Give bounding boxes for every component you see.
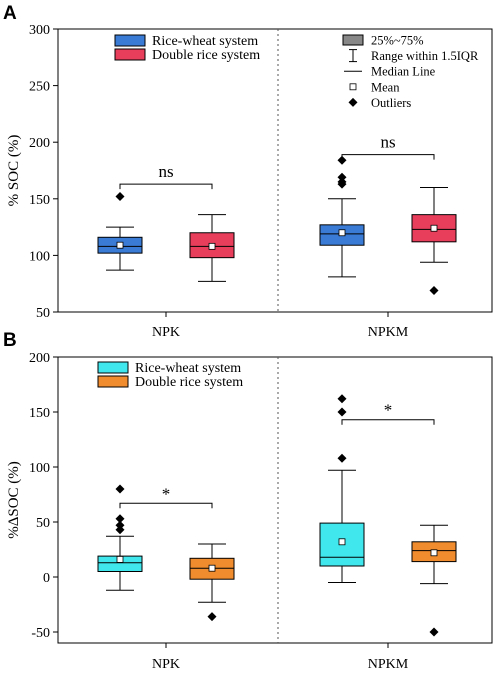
y-tick-label: 300 xyxy=(29,23,50,38)
mean-marker xyxy=(116,556,124,563)
outlier-marker xyxy=(115,192,125,202)
key-item-line: Median Line xyxy=(344,65,436,79)
outlier-marker xyxy=(337,172,347,182)
y-tick-label: 200 xyxy=(29,136,50,151)
panel-B: B -50 0 50 100 150 200 %ΔSOC (%) NPK NPKM * * Rice-w… xyxy=(3,330,493,672)
box-NPKM-series-2 xyxy=(411,186,457,295)
y-tick-label: 150 xyxy=(29,406,50,421)
significance-label: * xyxy=(384,401,393,420)
mean-marker xyxy=(430,549,438,557)
outlier-marker xyxy=(337,407,347,417)
significance-label: ns xyxy=(158,162,173,181)
outlier-marker xyxy=(115,520,125,530)
legend-swatch xyxy=(97,375,129,388)
significance-bracket xyxy=(341,154,435,160)
key-outlier-symbol xyxy=(348,97,358,107)
mean-marker xyxy=(208,564,216,572)
y-tick-label: -50 xyxy=(31,626,50,641)
y-tick-label: 150 xyxy=(29,193,50,208)
legend-label: Rice-wheat system xyxy=(135,361,241,376)
legend-label: Double rice system xyxy=(152,48,260,63)
y-axis-label: % SOC (%) xyxy=(6,135,22,207)
plot-frame xyxy=(57,356,493,644)
significance-bracket xyxy=(119,502,213,509)
mean-marker xyxy=(208,242,216,250)
outlier-marker xyxy=(337,177,347,187)
category-label: NPK xyxy=(152,657,180,672)
key-mean-symbol xyxy=(349,83,357,91)
outlier-marker xyxy=(115,484,125,494)
key-box-symbol xyxy=(342,34,364,46)
outlier-marker xyxy=(115,514,125,524)
y-tick-label: 0 xyxy=(43,571,50,586)
mean-marker xyxy=(116,241,124,249)
box-NPK-series-2 xyxy=(189,543,235,622)
key-item-square: Mean xyxy=(349,80,400,94)
key-item-box: 25%~75% xyxy=(342,34,424,48)
significance-label: * xyxy=(162,484,171,503)
box-NPK-series-1 xyxy=(97,192,143,271)
box-NPKM-series-2 xyxy=(411,524,457,637)
panel-A: A 50 100 150 200 250 300 % SOC (%) NPK NPKM ns ns Ri… xyxy=(3,3,493,340)
significance-bracket xyxy=(119,183,213,190)
key-item-diamond: Outliers xyxy=(348,96,411,110)
y-tick-label: 250 xyxy=(29,80,50,95)
key-label: 25%~75% xyxy=(371,34,424,48)
outlier-marker xyxy=(337,453,347,463)
significance-bracket xyxy=(341,419,435,425)
y-tick-label: 50 xyxy=(36,516,50,531)
mean-marker xyxy=(338,538,346,546)
outlier-marker xyxy=(207,612,217,622)
outlier-marker xyxy=(337,394,347,404)
legend-swatch xyxy=(97,361,129,374)
y-tick-label: 50 xyxy=(36,306,50,321)
panel-label: B xyxy=(3,330,17,351)
key-item-whisker: Range within 1.5IQR xyxy=(349,49,479,63)
plot-frame xyxy=(57,28,493,313)
y-axis-label: %ΔSOC (%) xyxy=(6,461,22,539)
category-label: NPKM xyxy=(368,657,409,672)
key-label: Outliers xyxy=(371,96,411,110)
box-NPK-series-2 xyxy=(189,214,235,282)
outlier-marker xyxy=(429,627,439,637)
y-tick-label: 100 xyxy=(29,461,50,476)
mean-marker xyxy=(338,229,346,237)
box-NPKM-series-1 xyxy=(319,155,365,278)
category-label: NPK xyxy=(152,325,180,340)
key-label: Median Line xyxy=(371,65,436,79)
box-NPK-series-1 xyxy=(97,484,143,591)
outlier-marker xyxy=(429,285,439,295)
key-label: Mean xyxy=(371,80,400,94)
y-tick-label: 100 xyxy=(29,249,50,264)
box-NPKM-series-1 xyxy=(319,394,365,583)
legend-swatch xyxy=(114,48,146,61)
category-label: NPKM xyxy=(368,325,409,340)
panel-label: A xyxy=(3,3,17,24)
legend-swatch xyxy=(114,34,146,47)
key-label: Range within 1.5IQR xyxy=(371,49,479,63)
legend-label: Double rice system xyxy=(135,375,243,390)
outlier-marker xyxy=(337,155,347,165)
significance-label: ns xyxy=(380,133,395,152)
mean-marker xyxy=(430,224,438,232)
legend-label: Rice-wheat system xyxy=(152,34,258,49)
y-tick-label: 200 xyxy=(29,351,50,366)
